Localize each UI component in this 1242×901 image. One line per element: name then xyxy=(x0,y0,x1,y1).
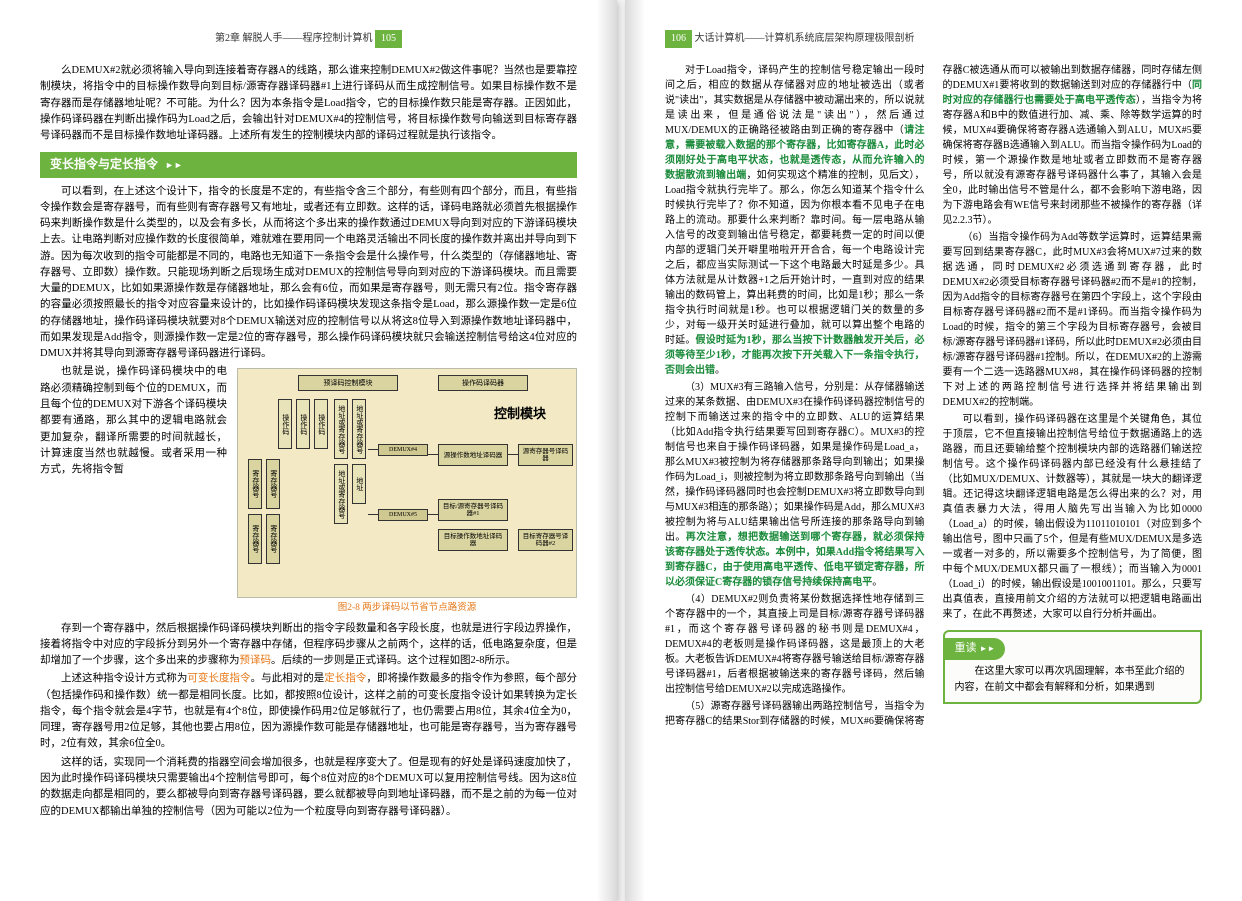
rc1p1-end: 。 xyxy=(715,365,725,376)
fig-demux4: DEMUX#4 xyxy=(378,444,428,456)
s1-para4: 这样的话，实现同一个消耗费的指器空间会增加很多，也就是程序变大了。但是现有的好处… xyxy=(40,755,577,820)
left-page: 第2章 解脱人手——程序控制计算机 105 么DEMUX#2就必须将输入导向到连… xyxy=(0,0,617,901)
section-heading-label: 变长指令与定长指令 xyxy=(50,157,158,171)
fig-reg-1: 寄存器号 xyxy=(248,459,262,509)
reread-body: 在这里大家可以再次巩固理解，本书至此介绍的内容，在前文中都会有解释和分析，如果遇… xyxy=(955,664,1191,696)
right-two-column: 对于Load指令，译码产生的控制信号稳定输出一段时间之后，相应的数据从存储器对应… xyxy=(665,63,1202,729)
fig-reg-3: 寄存器号 xyxy=(248,514,262,564)
s1-para1: 可以看到，在上述这个设计下，指令的长度是不定的，有些指令含三个部分，有些则有四个… xyxy=(40,184,577,363)
reread-callout: 重读 在这里大家可以再次巩固理解，本书至此介绍的内容，在前文中都会有解释和分析，… xyxy=(943,630,1203,704)
fig-mid-2: 地址或寄存器号 xyxy=(334,464,348,524)
page-number-left: 105 xyxy=(375,30,402,48)
reread-heading: 重读 xyxy=(945,638,1006,660)
rc1p1-red: 假设时延为1秒，那么当按下计数器触发开关后，必须等待至少1秒，才能再次按下开关载… xyxy=(665,335,925,376)
fig-reg-4: 寄存器号 xyxy=(266,514,280,564)
intro-para: 么DEMUX#2就必须将输入导向到连接着寄存器A的线路，那么谁来控制DEMUX#… xyxy=(40,63,577,144)
fig-opcode-2: 操作码 xyxy=(296,399,310,449)
s1p3-a: 上述这种指令设计方式称为 xyxy=(61,673,187,684)
rc1p2-a: （3）MUX#3有三路输入信号，分别是：从存储器输送过来的某条数据、由DEMUX… xyxy=(665,382,925,543)
s1p2-tail: 。后续的一步则是正式译码。这个过程如图2-8所示。 xyxy=(271,655,516,666)
s1-para3: 上述这种指令设计方式称为可变长度指令。与此相对的是定长指令，即将操作数最多的指令… xyxy=(40,671,577,752)
fig-rb-5: 目标寄存器号译码器#2 xyxy=(518,529,573,551)
rc2p1-b: ），当指令为将寄存器A和B中的数值进行加、减、乘、除等数学运算的时候，MUX#4… xyxy=(943,95,1203,226)
varlen-term: 可变长度指令 xyxy=(187,673,250,684)
s1-para2-bottom: 存到一个寄存器中，然后根据操作码译码模块判断出的指令字段数量和各字段长度，也就是… xyxy=(40,621,577,670)
rc1p2-green: 再次注意，想把数据输送到哪个寄存器，就必须保持该寄存器处于透传状态。本例中，如果… xyxy=(665,532,925,588)
fig-reg-2: 寄存器号 xyxy=(266,459,280,509)
fig-rb-3: 目标/源寄存器号译码器#1 xyxy=(438,499,508,521)
rc1p2-end: 。 xyxy=(872,577,882,588)
r-c2-p3: 可以看到，操作码译码器在这里是个关键角色，其位于顶层，它不但直接输出控制信号给位… xyxy=(943,412,1203,622)
fig-title: 控制模块 xyxy=(494,404,546,425)
r-c1-p1: 对于Load指令，译码产生的控制信号稳定输出一段时间之后，相应的数据从存储器对应… xyxy=(665,63,925,378)
section-heading-varfix: 变长指令与定长指令 xyxy=(40,152,577,177)
preyima-term: 预译码 xyxy=(240,655,272,666)
chapter-title: 第2章 解脱人手——程序控制计算机 xyxy=(215,33,373,44)
fig-rb-4: 目标操作数地址译码器 xyxy=(438,529,508,551)
r-c1-p2: （3）MUX#3有三路输入信号，分别是：从存储器输送过来的某条数据、由DEMUX… xyxy=(665,380,925,590)
left-header: 第2章 解脱人手——程序控制计算机 105 xyxy=(40,30,577,48)
s1p3-c: ，即将操作数最多的指令作为参照，每个部分（包括操作码和操作数）统一都是相同长度。… xyxy=(40,673,577,749)
fig-rb-2: 源寄存器号译码器 xyxy=(518,444,573,466)
rc1p1-a: 对于Load指令，译码产生的控制信号稳定输出一段时间之后，相应的数据从存储器对应… xyxy=(665,65,925,136)
right-page: 106 大话计算机——计算机系统底层架构原理极限剖析 对于Load指令，译码产生… xyxy=(625,0,1242,901)
fig-mid-1: 地址或寄存器号 xyxy=(334,399,348,459)
s1p3-b: 。与此相对的是 xyxy=(251,673,325,684)
fig-opcode-3: 操作码 xyxy=(314,399,328,449)
figure-2-8: 控制模块 预译码控制模块 操作码译码器 操作码 操作码 操作码 寄存器号 寄存器… xyxy=(237,368,577,598)
fig-mid-4: 地址 xyxy=(352,464,366,504)
fig-demux5: DEMUX#5 xyxy=(378,509,428,521)
page-number-right: 106 xyxy=(665,30,692,48)
book-title: 大话计算机——计算机系统底层架构原理极限剖析 xyxy=(695,33,915,44)
fig-mid-3: 地址或寄存器号 xyxy=(352,399,366,459)
r-c2-p2: （6）当指令操作码为Add等数学运算时，运算结果需要写回到结果寄存器C，此时MU… xyxy=(943,230,1203,410)
right-header: 106 大话计算机——计算机系统底层架构原理极限剖析 xyxy=(665,30,1202,48)
r-c1-p3: （4）DEMUX#2则负责将某份数据选择性地存储到三个寄存器中的一个，其直接上司… xyxy=(665,592,925,697)
fig-opcode-decoder: 操作码译码器 xyxy=(438,375,528,391)
fig-rb-1: 源操作数地址译码器 xyxy=(438,444,508,466)
fixlen-term: 定长指令 xyxy=(324,673,366,684)
figure-caption: 图2-8 两步译码以节省节点路资源 xyxy=(237,601,577,616)
fig-opcode-1: 操作码 xyxy=(278,399,292,449)
fig-preyima-box: 预译码控制模块 xyxy=(298,375,398,391)
rc1p1-b: ，如何实现这个精准的控制，见后文），Load指令就执行完毕了。那么，你怎么知道某… xyxy=(665,170,925,346)
figure-2-8-wrap: 控制模块 预译码控制模块 操作码译码器 操作码 操作码 操作码 寄存器号 寄存器… xyxy=(237,368,577,616)
